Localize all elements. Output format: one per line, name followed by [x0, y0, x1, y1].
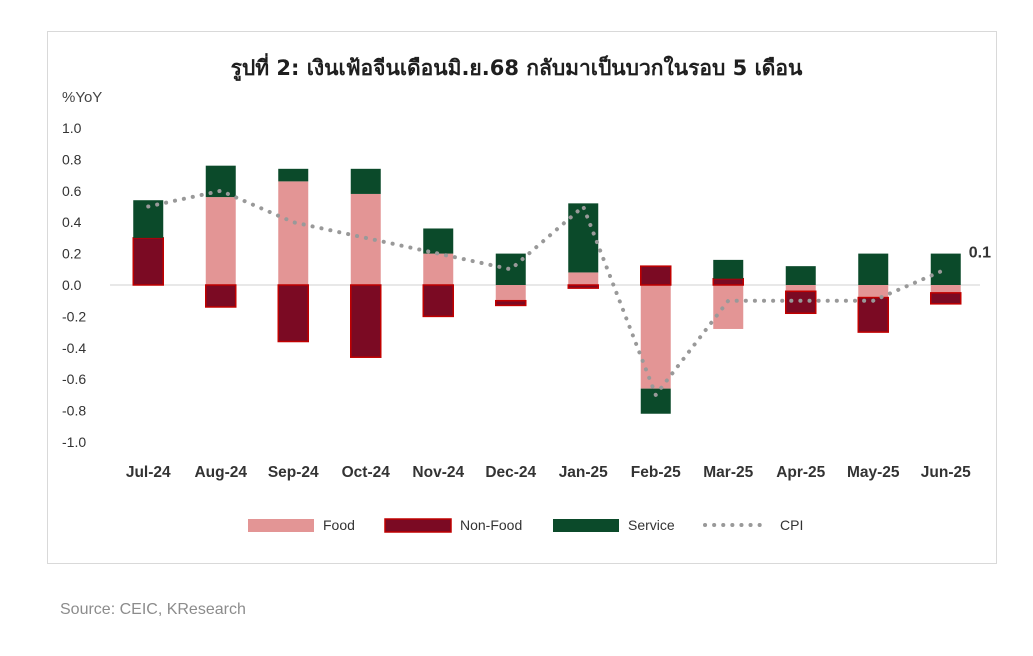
bar-food-jan-25: [568, 272, 599, 285]
bar-non-food-jul-24: [132, 237, 164, 286]
chart-title: รูปที่ 2: เงินเฟ้อจีนเดือนมิ.ย.68 กลับมา…: [230, 56, 803, 80]
bar-food-aug-24: [205, 197, 236, 285]
bar-food-may-25: [858, 285, 889, 298]
x-tick-label: Oct-24: [342, 464, 391, 481]
x-tick-label: Aug-24: [194, 464, 247, 481]
bar-non-food-mar-25: [712, 277, 744, 286]
y-tick-label: -0.2: [62, 308, 86, 324]
x-tick-label: Mar-25: [703, 464, 753, 481]
y-tick-label: -0.8: [62, 403, 86, 419]
bar-non-food-sep-24: [277, 284, 309, 343]
x-tick-label: Jan-25: [559, 464, 608, 481]
bar-non-food-aug-24: [205, 284, 237, 308]
x-tick-label: Nov-24: [412, 464, 464, 481]
bar-service-apr-25: [785, 266, 816, 285]
x-tick-label: Dec-24: [485, 464, 536, 481]
y-tick-label: -1.0: [62, 434, 86, 450]
cpi-value-label: 0.1: [969, 244, 991, 261]
legend-label-non-food: Non-Food: [460, 517, 522, 533]
bar-food-apr-25: [785, 285, 816, 292]
legend-swatch-non-food: [384, 518, 452, 533]
bar-non-food-feb-25: [640, 265, 672, 286]
x-tick-label: Apr-25: [776, 464, 825, 481]
y-tick-label: -0.6: [62, 371, 86, 387]
bar-service-jun-25: [930, 253, 961, 285]
bar-service-feb-25: [640, 388, 671, 414]
y-tick-label: 0.0: [62, 277, 82, 293]
bar-food-mar-25: [713, 285, 744, 329]
y-axis-label: %YoY: [62, 89, 102, 106]
legend-swatch-service: [553, 519, 619, 532]
bar-non-food-jan-25: [567, 284, 599, 289]
legend-label-cpi: CPI: [780, 517, 803, 533]
bar-service-oct-24: [350, 168, 381, 194]
bar-non-food-nov-24: [422, 284, 454, 318]
bar-non-food-jun-25: [930, 292, 962, 305]
x-tick-label: Jul-24: [126, 464, 171, 481]
x-tick-label: Jun-25: [921, 464, 971, 481]
bar-non-food-may-25: [857, 296, 889, 333]
y-tick-label: 1.0: [62, 120, 82, 136]
source-note: Source: CEIC, KResearch: [60, 601, 246, 618]
y-tick-label: 0.6: [62, 183, 82, 199]
bar-food-nov-24: [423, 253, 454, 285]
bar-service-may-25: [858, 253, 889, 285]
legend-label-food: Food: [323, 517, 355, 533]
bar-service-mar-25: [713, 259, 744, 279]
bar-service-jan-25: [568, 203, 599, 273]
y-tick-label: 0.2: [62, 246, 82, 262]
bar-food-jun-25: [930, 285, 961, 293]
y-tick-label: 0.4: [62, 214, 82, 230]
x-tick-label: Feb-25: [631, 464, 681, 481]
y-tick-label: -0.4: [62, 340, 86, 356]
bar-non-food-oct-24: [350, 284, 382, 358]
bar-food-dec-24: [495, 285, 526, 301]
x-tick-label: Sep-24: [268, 464, 319, 481]
x-tick-label: May-25: [847, 464, 900, 481]
bar-food-sep-24: [278, 181, 309, 285]
chart-frame: [47, 31, 997, 564]
legend-swatch-food: [248, 519, 314, 532]
cpi-line: [146, 188, 948, 399]
bar-non-food-dec-24: [495, 299, 527, 307]
bar-food-feb-25: [640, 285, 671, 389]
bar-service-sep-24: [278, 168, 309, 182]
y-tick-label: 0.8: [62, 151, 82, 167]
legend-label-service: Service: [628, 517, 675, 533]
